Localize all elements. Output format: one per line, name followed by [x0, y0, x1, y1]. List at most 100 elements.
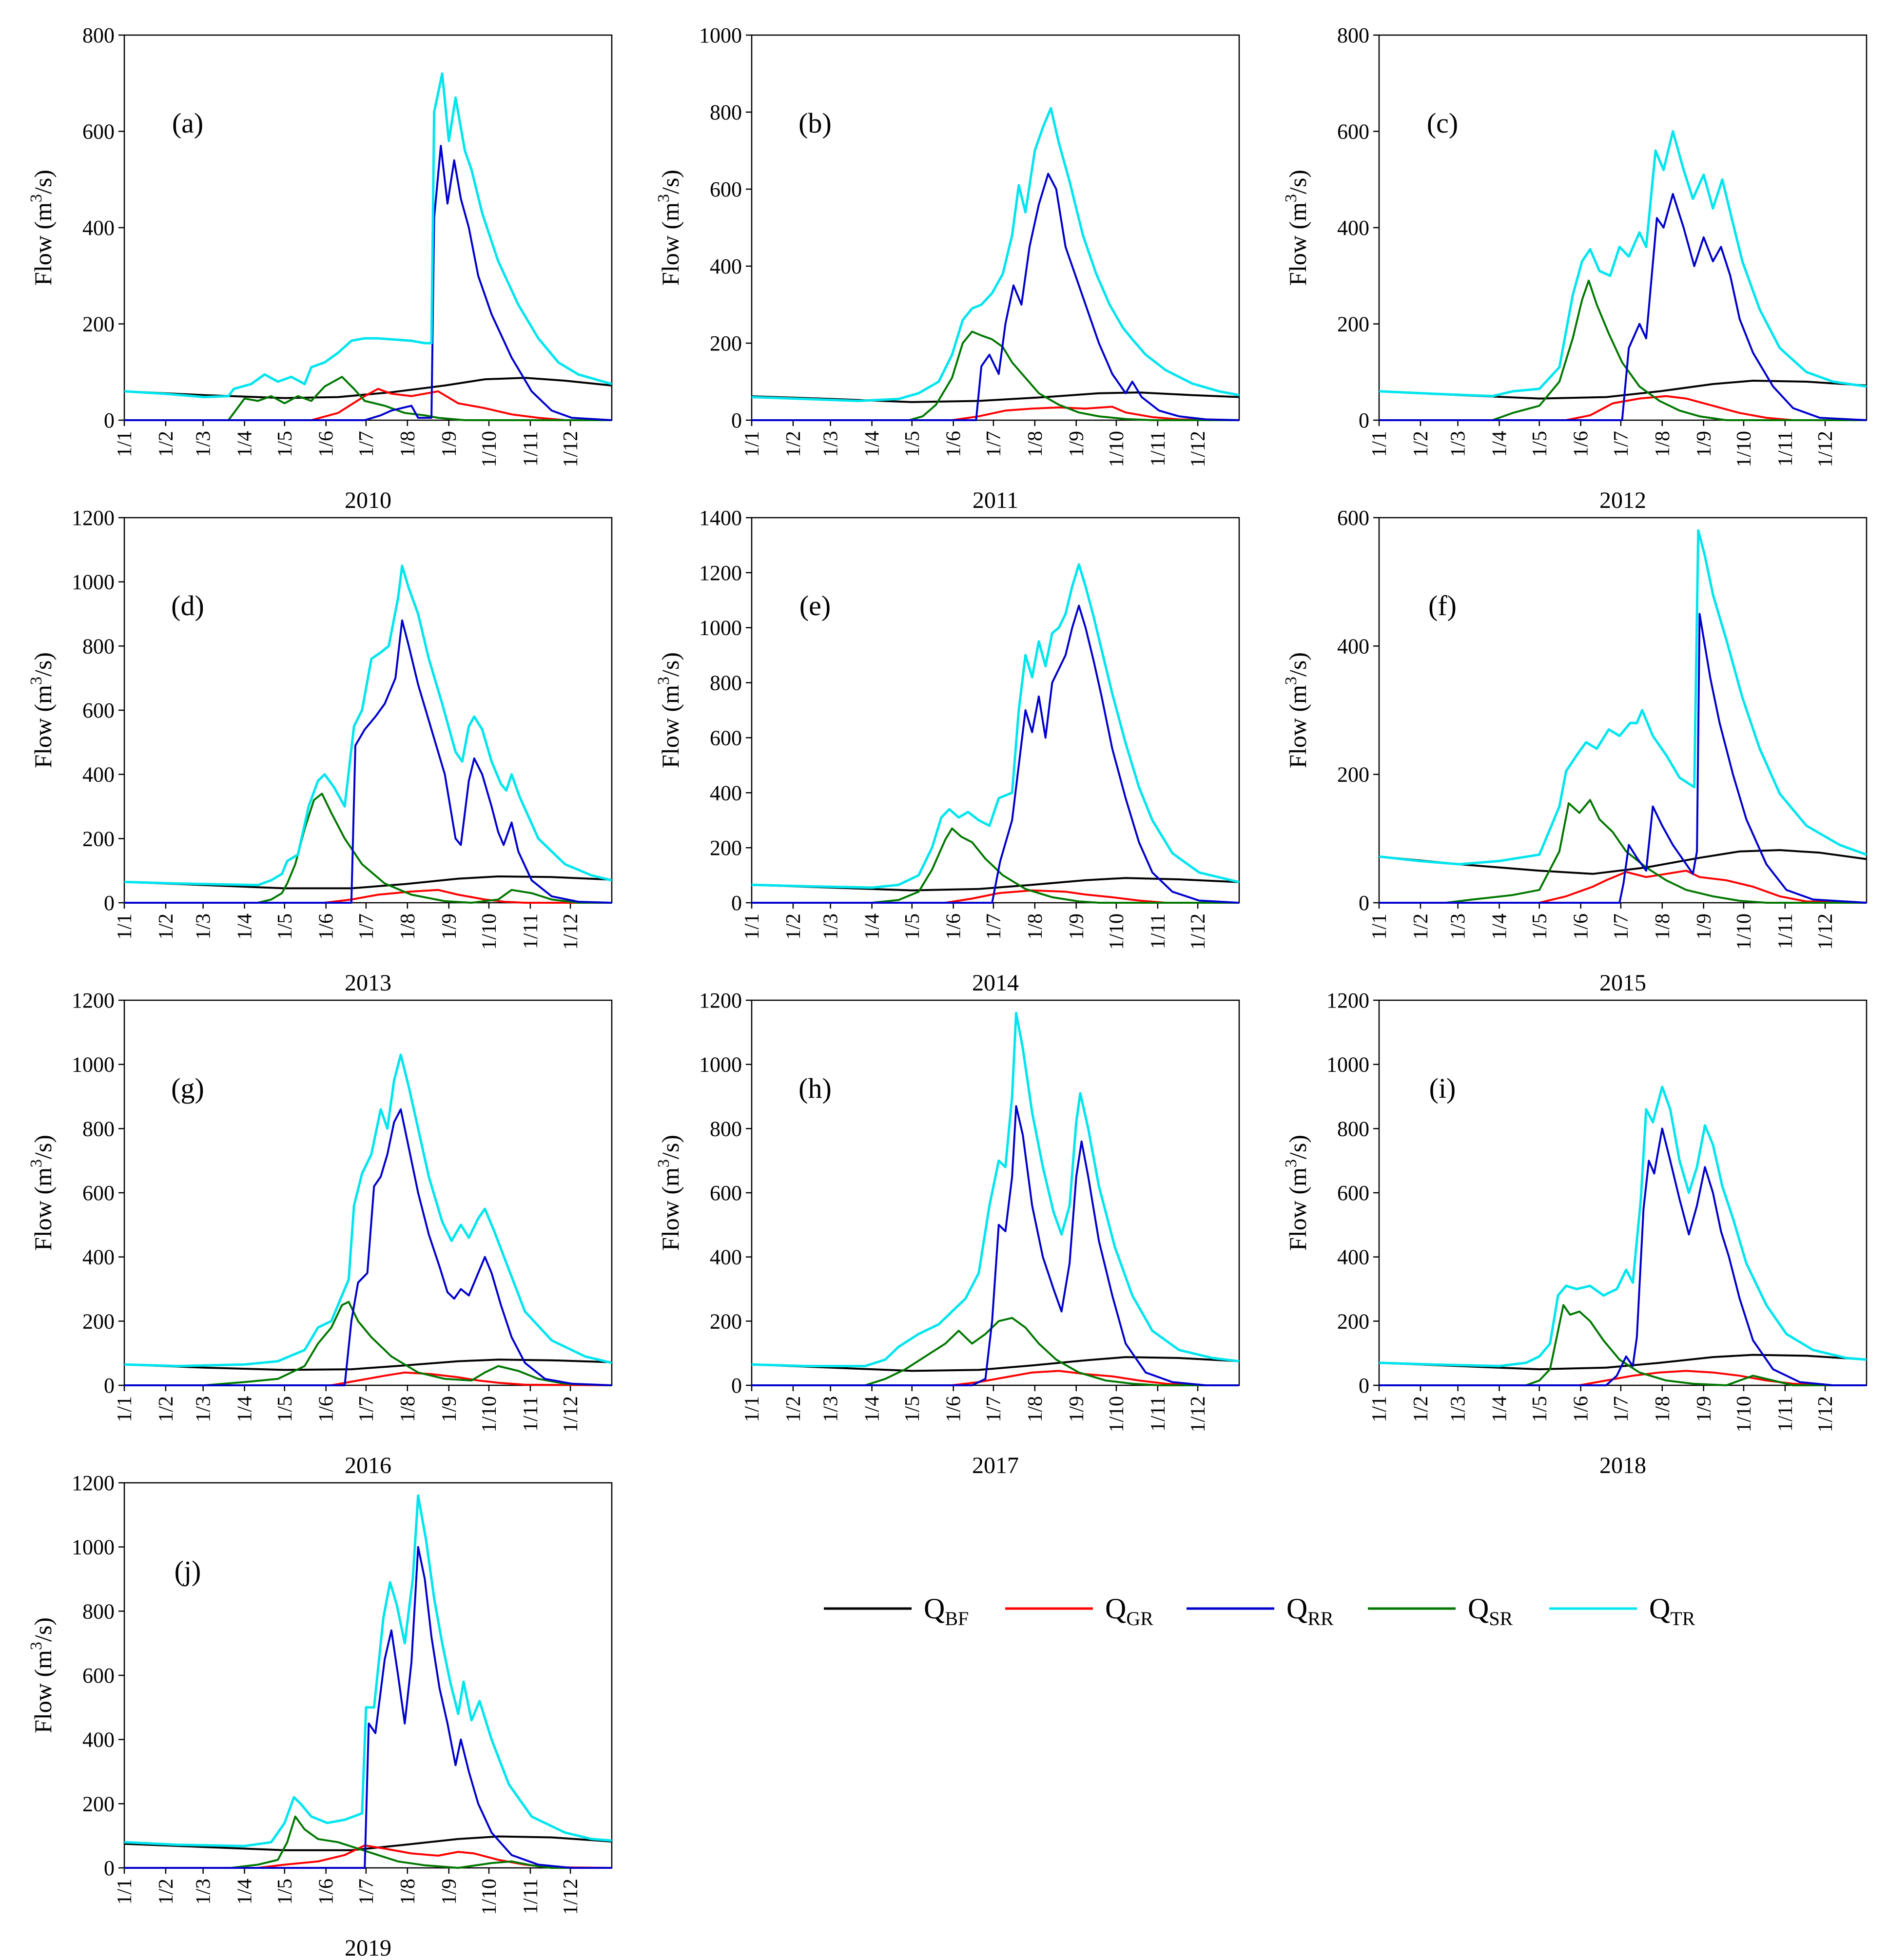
y-tick-label: 1200 [699, 561, 742, 585]
x-tick-label-sep: 1/9 [1693, 431, 1715, 457]
x-tick-label-aug: 1/8 [1024, 1396, 1047, 1422]
y-tick-label: 200 [1337, 1309, 1369, 1333]
y-axis-title-end: /s) [657, 652, 684, 677]
y-tick-label: 1000 [72, 1535, 115, 1559]
y-tick-label: 0 [104, 408, 115, 432]
series-line-qtr [751, 107, 1240, 402]
y-axis-title-main: Flow (m [29, 685, 57, 768]
x-tick-label-jan: 1/1 [114, 1396, 136, 1422]
x-tick-label-jun: 1/6 [943, 431, 965, 457]
x-tick-label-jun: 1/6 [1570, 1396, 1593, 1422]
y-tick-label: 800 [82, 634, 115, 658]
x-tick-label-oct: 1/10 [478, 1879, 501, 1915]
legend-label-main: Q [924, 1592, 945, 1625]
y-axis-title-end: /s) [29, 652, 57, 677]
y-tick-label: 400 [82, 216, 115, 240]
plot-frame [751, 34, 1240, 421]
plot-frame [751, 999, 1240, 1386]
x-tick-label-nov: 1/11 [1774, 1396, 1797, 1432]
x-tick-label-dec: 1/12 [560, 431, 582, 467]
plot-frame [123, 1482, 613, 1869]
y-axis-title-sup: 3 [1282, 677, 1300, 685]
year-label: 2014 [972, 970, 1019, 996]
series-line-qsr [1379, 799, 1867, 904]
y-tick-label: 0 [731, 408, 742, 432]
y-axis-title-main: Flow (m [29, 1650, 57, 1733]
y-tick-label: 200 [82, 312, 115, 336]
y-tick-label: 1000 [72, 570, 115, 594]
series-line-qrr [1379, 613, 1867, 904]
x-tick-label-mar: 1/3 [193, 1396, 215, 1422]
x-tick-label-jun: 1/6 [315, 431, 338, 457]
series-line-qgr [1379, 395, 1867, 421]
series-line-qgr [124, 1371, 612, 1386]
panel-letter: (j) [175, 1555, 201, 1587]
panel-j: 0 200 400 600 800 1000 1200 1/1 1/2 1/3 1/4 1/5 1/6 1… [27, 1471, 613, 1960]
y-tick-label: 800 [710, 1117, 742, 1141]
x-tick-label-dec: 1/12 [1814, 1396, 1837, 1433]
y-axis-title-sup: 3 [655, 194, 673, 202]
y-tick-label: 0 [104, 891, 115, 915]
series-line-qtr [751, 1011, 1240, 1367]
y-tick-label: 200 [710, 836, 742, 860]
x-tick-label-jul: 1/7 [355, 1879, 378, 1905]
y-tick-label: 0 [1359, 891, 1369, 915]
x-tick-label-dec: 1/12 [1187, 1396, 1209, 1433]
series-line-qbf [1379, 849, 1867, 875]
x-tick-label-apr: 1/4 [861, 431, 884, 457]
y-axis-title-main: Flow (m [657, 685, 684, 768]
y-tick-label: 600 [82, 120, 115, 144]
y-axis-title: Flow (m3/s) [655, 170, 684, 286]
x-tick-label-feb: 1/2 [1410, 1396, 1432, 1422]
y-axis-title-sup: 3 [27, 1642, 45, 1650]
y-tick-label: 1400 [699, 506, 742, 530]
y-tick-label: 200 [710, 331, 742, 355]
series-line-qgr [1379, 870, 1867, 904]
x-tick-label-nov: 1/11 [520, 1879, 542, 1914]
y-tick-label: 400 [1337, 634, 1369, 658]
series-line-qtr [751, 563, 1240, 889]
y-axis-title: Flow (m3/s) [27, 1135, 57, 1251]
series-line-qrr [1379, 193, 1867, 421]
x-tick-label-oct: 1/10 [1733, 913, 1755, 950]
panel-letter: (h) [798, 1072, 832, 1104]
y-axis-title-main: Flow (m [1284, 685, 1311, 768]
x-tick-label-feb: 1/2 [155, 431, 177, 457]
panel-letter: (e) [799, 590, 831, 621]
series-line-qsr [752, 330, 1239, 421]
series-line-qtr [1379, 529, 1867, 866]
x-tick-label-oct: 1/10 [1106, 1396, 1128, 1433]
plot-frame [1378, 517, 1868, 904]
x-tick-label-mar: 1/3 [1447, 1396, 1470, 1422]
x-tick-label-dec: 1/12 [560, 913, 582, 950]
y-axis-title: Flow (m3/s) [1282, 652, 1311, 768]
x-tick-label-may: 1/5 [274, 431, 296, 457]
x-tick-label-nov: 1/11 [1774, 431, 1797, 466]
x-tick-label-mar: 1/3 [820, 913, 842, 940]
x-tick-label-apr: 1/4 [234, 1396, 256, 1422]
year-label: 2013 [345, 970, 391, 996]
legend-label: QSR [1468, 1592, 1513, 1630]
x-tick-label-sep: 1/9 [1066, 431, 1088, 457]
plot-frame [123, 517, 613, 904]
panel-a: 0 200 400 600 800 1/1 1/2 1/3 1/4 1/5 1/6 1/7 1/8 1/9… [27, 23, 613, 513]
series-line-qgr [124, 388, 612, 421]
x-tick-label-jun: 1/6 [315, 1396, 338, 1422]
series-line-qgr [752, 406, 1240, 421]
x-tick-label-aug: 1/8 [397, 1396, 419, 1422]
panel-b: 0 200 400 600 800 1000 1/1 1/2 1/3 1/4 1/5 1/6 1/7 1/… [655, 23, 1240, 513]
y-tick-label: 400 [710, 1245, 742, 1269]
series-line-qtr [1379, 1086, 1867, 1367]
x-tick-label-may: 1/5 [274, 1396, 296, 1422]
y-tick-label: 400 [82, 1245, 115, 1269]
series-line-qrr [752, 1105, 1239, 1386]
x-tick-label-mar: 1/3 [193, 913, 215, 940]
x-tick-label-aug: 1/8 [397, 431, 419, 457]
x-tick-label-dec: 1/12 [560, 1396, 582, 1433]
y-tick-label: 1200 [699, 989, 742, 1012]
y-tick-label: 800 [710, 100, 742, 124]
legend-item-qrr: QRR [1187, 1592, 1334, 1630]
series-line-qsr [752, 827, 1239, 904]
x-tick-label-aug: 1/8 [1652, 431, 1674, 457]
y-tick-label: 600 [1337, 120, 1369, 144]
